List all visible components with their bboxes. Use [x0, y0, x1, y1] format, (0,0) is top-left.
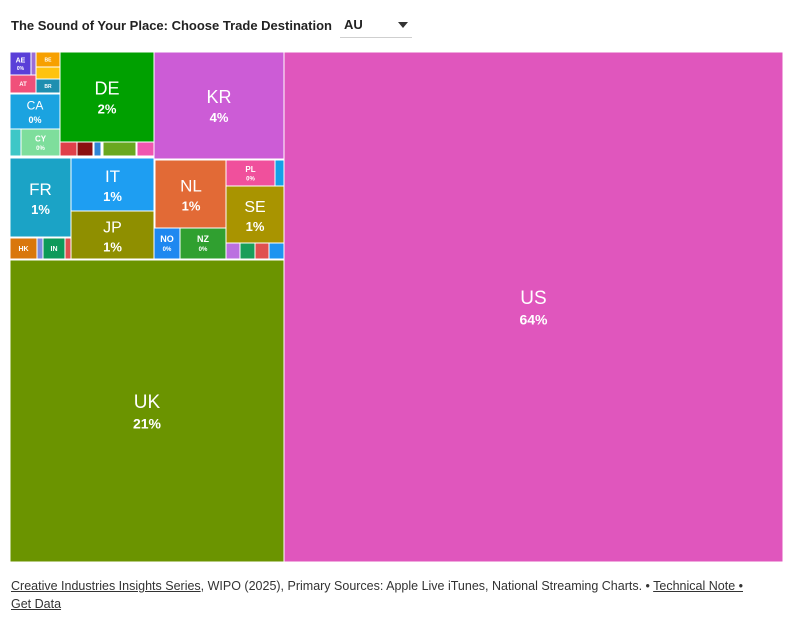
treemap-cell-hk[interactable]: [10, 237, 38, 260]
treemap-cell-minor-24[interactable]: [76, 141, 94, 157]
treemap-cell-minor-25[interactable]: [93, 141, 102, 157]
destination-select[interactable]: AU: [339, 12, 412, 38]
treemap-cell-uk[interactable]: [10, 259, 285, 562]
treemap-cell-us[interactable]: [283, 52, 783, 562]
treemap-cell-minor-31[interactable]: [254, 242, 270, 260]
treemap-cell-minor-29[interactable]: [225, 242, 241, 260]
treemap-cell-nz[interactable]: [179, 227, 227, 260]
sources-text: , WIPO (2025), Primary Sources: Apple Li…: [200, 579, 654, 593]
treemap-cell-minor-22[interactable]: [10, 128, 22, 157]
treemap-cell-minor-26[interactable]: [102, 141, 137, 157]
footer: Creative Industries Insights Series, WIP…: [11, 577, 781, 613]
treemap-cell-jp[interactable]: [70, 210, 155, 260]
treemap-cell-in[interactable]: [42, 237, 66, 260]
treemap-cell-it[interactable]: [70, 157, 155, 212]
treemap-cell-ca[interactable]: [10, 93, 61, 130]
treemap-cell-no[interactable]: [153, 227, 181, 260]
treemap-cell-cy[interactable]: [20, 128, 61, 157]
treemap-cell-pl[interactable]: [225, 159, 276, 187]
treemap-cell-de[interactable]: [59, 52, 155, 143]
treemap-cell-minor-20[interactable]: [30, 52, 37, 76]
treemap-cell-minor-27[interactable]: [136, 141, 155, 157]
treemap-cell-minor-30[interactable]: [239, 242, 256, 260]
header: The Sound of Your Place: Choose Trade De…: [11, 10, 412, 40]
treemap-cell-br[interactable]: [35, 78, 61, 94]
get-data-link[interactable]: Get Data: [11, 597, 62, 611]
treemap-cell-minor-33[interactable]: [36, 237, 44, 260]
treemap-cell-minor-32[interactable]: [268, 242, 285, 260]
caret-down-icon: [397, 21, 408, 28]
treemap-cell-ae[interactable]: [10, 52, 32, 76]
treemap-cell-minor-21[interactable]: [35, 66, 61, 80]
treemap-cell-at[interactable]: [10, 74, 37, 94]
treemap-cell-minor-28[interactable]: [274, 159, 285, 187]
destination-select-value: AU: [343, 17, 363, 32]
insights-series-link[interactable]: Creative Industries Insights Series: [11, 579, 201, 593]
treemap-cell-kr[interactable]: [153, 52, 285, 160]
treemap-cell-minor-34[interactable]: [64, 237, 72, 260]
treemap-cell-minor-23[interactable]: [59, 141, 78, 157]
treemap-cell-be[interactable]: [35, 52, 61, 68]
treemap-cell-se[interactable]: [225, 185, 285, 244]
treemap-cell-fr[interactable]: [10, 157, 72, 238]
technical-note-link[interactable]: Technical Note •: [653, 579, 743, 593]
page-title: The Sound of Your Place: Choose Trade De…: [11, 17, 332, 33]
treemap-cell-nl[interactable]: [154, 159, 228, 229]
treemap-chart: US64%UK21%KR4%DE2%FR1%IT1%NL1%JP1%SE1%CA…: [10, 52, 783, 562]
